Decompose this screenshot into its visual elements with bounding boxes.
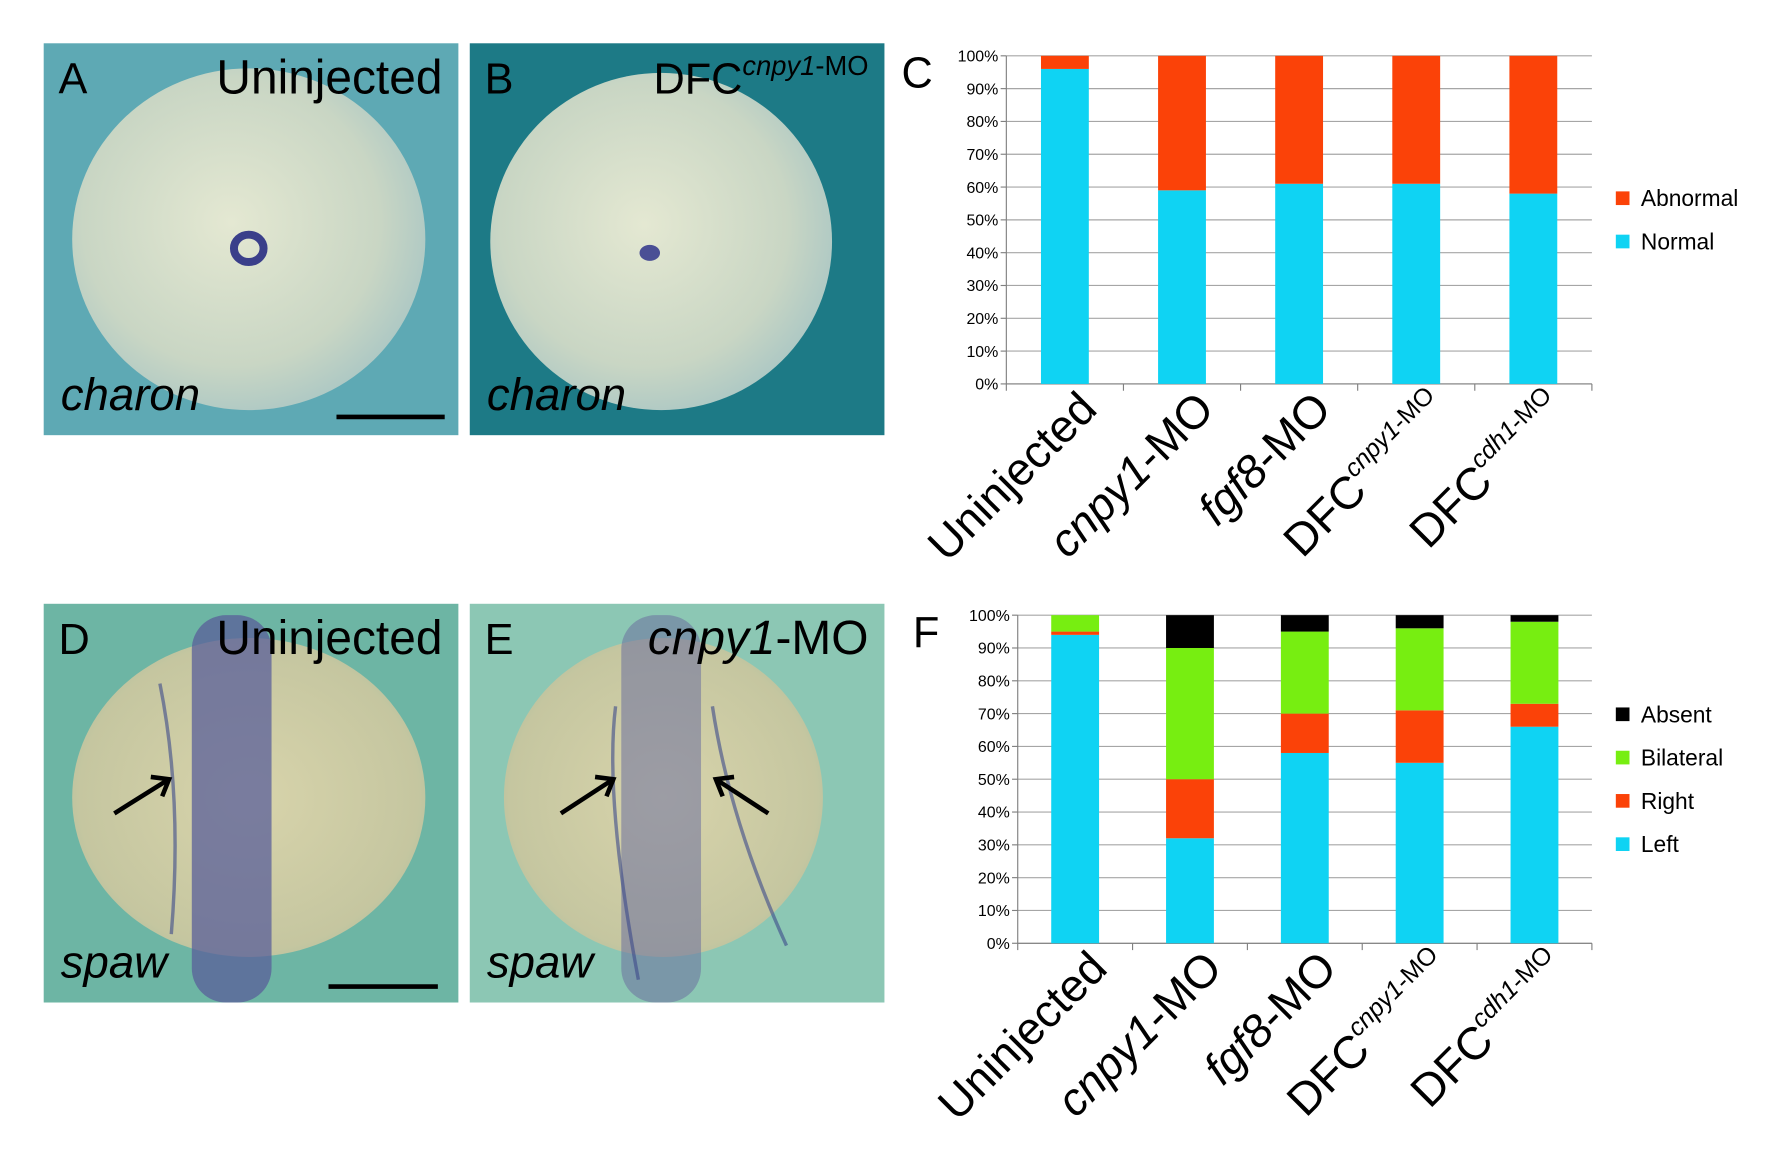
y-tick-label: 70% <box>966 147 998 164</box>
bar-segment <box>1051 631 1100 635</box>
bar-segment <box>1280 631 1329 714</box>
panel-title-main: DFC <box>653 55 742 103</box>
y-tick-label: 90% <box>966 81 998 98</box>
panel-title: Uninjected <box>216 51 442 104</box>
panel-title: cnpy1-MO <box>648 612 869 665</box>
bar-segment <box>1166 647 1214 780</box>
gene-label: charon <box>61 369 200 420</box>
legend-label: Normal <box>1641 228 1714 254</box>
bar-segment <box>1510 615 1559 622</box>
x-tick-label-sup: cdh1-MO <box>1466 941 1559 1034</box>
gene-label: spaw <box>487 936 596 987</box>
bar-segment <box>1392 55 1441 184</box>
bar-segment <box>1510 726 1559 944</box>
y-tick-label: 20% <box>978 870 1010 887</box>
y-tick-label: 50% <box>978 772 1010 789</box>
legend-swatch <box>1615 707 1630 722</box>
image-panel <box>469 603 885 1003</box>
legend-label: Bilateral <box>1641 745 1723 771</box>
bar-segment <box>1509 193 1558 384</box>
bar-segment <box>1051 615 1100 632</box>
y-tick-label: 40% <box>978 805 1010 822</box>
legend-swatch <box>1615 750 1630 765</box>
bar-segment <box>1395 762 1444 944</box>
panel-letter: B <box>485 55 514 103</box>
panel-title-main: cnpy1-MO <box>648 612 869 665</box>
y-tick-label: 0% <box>975 377 998 394</box>
y-tick-label: 70% <box>978 706 1010 723</box>
x-tick-label-sup: cnpy1-MO <box>1339 381 1440 482</box>
panel-title-main: Uninjected <box>216 51 442 104</box>
bar-segment <box>1280 713 1329 753</box>
bar-segment <box>1158 190 1206 384</box>
panel-letter: E <box>485 616 514 664</box>
y-tick-label: 40% <box>966 245 998 262</box>
gene-label: spaw <box>61 936 170 987</box>
legend-label: Left <box>1641 831 1680 857</box>
bar-segment <box>1166 615 1214 648</box>
bar-segment <box>1280 752 1329 944</box>
image-panel <box>43 43 459 436</box>
y-tick-label: 90% <box>978 641 1010 658</box>
bar-segment <box>1280 615 1329 632</box>
legend-label: Right <box>1641 788 1695 814</box>
bar-segment <box>1510 621 1559 704</box>
bar-segment <box>1051 634 1100 944</box>
bar-segment <box>1395 615 1444 629</box>
y-tick-label: 100% <box>969 608 1010 625</box>
gene-label: charon <box>487 369 626 420</box>
y-tick-label: 0% <box>987 936 1010 953</box>
legend-label: Abnormal <box>1641 185 1738 211</box>
y-tick-label: 60% <box>966 180 998 197</box>
y-tick-label: 80% <box>966 114 998 131</box>
bar-segment <box>1395 710 1444 763</box>
bar-segment <box>1510 703 1559 727</box>
bar-segment <box>1509 55 1558 194</box>
y-tick-label: 10% <box>978 903 1010 920</box>
image-panel <box>43 603 459 1003</box>
bar-segment <box>1275 183 1324 384</box>
panel-letter: F <box>913 609 939 657</box>
panel-letter: C <box>902 50 933 98</box>
y-tick-label: 10% <box>966 344 998 361</box>
y-tick-label: 60% <box>978 739 1010 756</box>
y-tick-label: 80% <box>978 673 1010 690</box>
bar-segment <box>1392 183 1441 384</box>
panel-title: DFCcnpy1-MO <box>653 50 868 103</box>
y-tick-label: 30% <box>978 838 1010 855</box>
panel-letter: D <box>59 616 90 664</box>
legend-swatch <box>1615 837 1630 851</box>
legend-swatch <box>1615 794 1630 808</box>
y-tick-label: 20% <box>966 311 998 328</box>
panel-letter: A <box>59 55 88 103</box>
panel-title-sup: cnpy1-MO <box>742 50 868 81</box>
legend-swatch <box>1615 234 1630 249</box>
x-tick-label-sup: cnpy1-MO <box>1342 941 1443 1042</box>
legend-swatch <box>1615 191 1630 206</box>
bar-segment <box>1395 628 1444 711</box>
y-tick-label: 30% <box>966 278 998 295</box>
panel-title: Uninjected <box>216 612 442 665</box>
panel-title-main: Uninjected <box>216 612 442 665</box>
bar-segment <box>1166 838 1214 944</box>
bar-segment <box>1158 55 1206 191</box>
y-tick-label: 50% <box>966 213 998 230</box>
y-tick-label: 100% <box>958 49 999 66</box>
bar-segment <box>1040 68 1089 384</box>
bar-segment <box>1166 779 1214 839</box>
bar-segment <box>1040 55 1089 69</box>
bar-segment <box>1275 55 1324 184</box>
x-tick-label-sup: cdh1-MO <box>1465 381 1558 474</box>
image-panel <box>469 43 885 436</box>
legend-label: Absent <box>1641 701 1713 727</box>
